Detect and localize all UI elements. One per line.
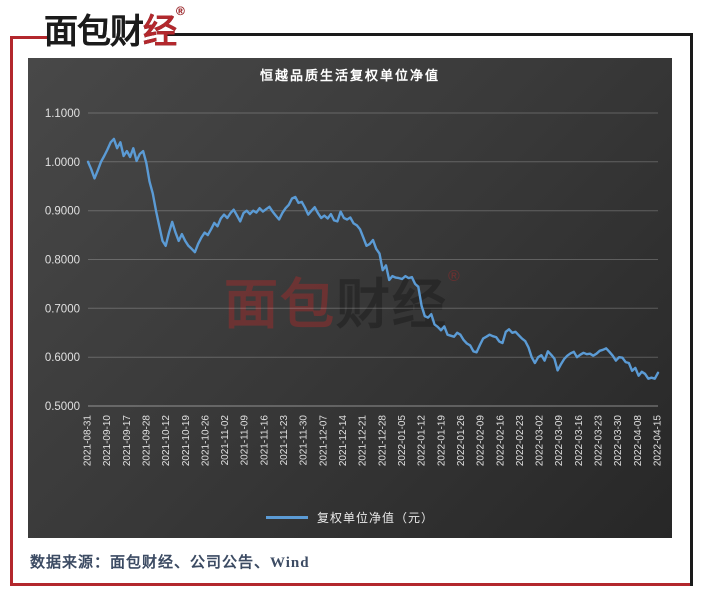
x-axis-label: 2022-01-05 (397, 415, 408, 467)
frame-black-top-border (166, 33, 693, 36)
x-axis-label: 2022-02-23 (515, 415, 526, 467)
frame-red-bottom-border (10, 583, 693, 586)
y-axis-label: 1.0000 (45, 157, 80, 169)
nav-line-plot: 1.1000 1.0000 0.9000 0.8000 0.7000 0.6000 0.50… (45, 108, 664, 467)
x-axis-label: 2022-01-19 (436, 415, 447, 467)
chart-panel: 恒越品质生活复权单位净值 面包财经® 1.1000 1.0000 0.9000 0.8… (28, 58, 672, 538)
watermark-red-text: 面包 (224, 275, 336, 335)
watermark-registered-mark-icon: ® (448, 268, 462, 285)
x-axis-label: 2021-09-28 (142, 415, 153, 467)
logo-black-text: 面包财 (44, 13, 144, 51)
x-axis-label: 2021-09-17 (122, 415, 133, 467)
x-axis-label: 2022-04-15 (653, 415, 664, 467)
x-axis-label: 2021-10-26 (200, 415, 211, 467)
watermark-logo: 面包财经® (224, 260, 462, 339)
x-axis-label: 2021-10-12 (161, 415, 172, 467)
x-axis-label: 2021-10-19 (181, 415, 192, 467)
registered-trademark-icon: ® (176, 4, 185, 18)
x-axis-label: 2022-02-09 (476, 415, 487, 467)
y-axis-label: 0.8000 (45, 255, 80, 267)
x-axis-label: 2022-03-30 (613, 415, 624, 467)
x-axis-label: 2021-12-14 (338, 415, 349, 467)
x-axis-label: 2022-03-09 (554, 415, 565, 467)
x-axis-label: 2021-12-28 (377, 415, 388, 467)
x-axis-label: 2022-03-23 (594, 415, 605, 467)
y-axis-label: 0.6000 (45, 352, 80, 364)
logo-red-text: 经 (143, 13, 177, 51)
y-axis-label: 0.7000 (45, 303, 80, 315)
brand-logo: 面包财经® (44, 4, 185, 53)
watermark-dark-text: 财经 (336, 275, 448, 335)
frame-red-left-border (10, 36, 13, 586)
nav-line-series (86, 137, 660, 380)
y-axis-label: 0.9000 (45, 206, 80, 218)
y-axis-label: 1.1000 (45, 108, 80, 120)
x-axis-label: 2021-09-10 (102, 415, 113, 467)
x-axis-label: 2021-11-02 (220, 415, 231, 466)
x-axis-label: 2021-12-07 (318, 415, 329, 467)
y-axis-label: 0.5000 (45, 401, 80, 413)
x-axis-label: 2021-08-31 (83, 415, 94, 467)
x-axis-label: 2022-04-08 (633, 415, 644, 467)
x-axis-label: 2021-12-21 (358, 415, 369, 467)
x-axis-label: 2021-11-23 (279, 415, 290, 466)
x-axis-label: 2022-01-26 (456, 415, 467, 467)
x-axis-label: 2022-01-12 (417, 415, 428, 467)
legend-label: 复权单位净值（元） (316, 511, 434, 525)
frame-black-right-border (690, 33, 693, 586)
x-axis-label: 2021-11-09 (240, 415, 251, 466)
x-axis-label: 2022-03-02 (535, 415, 546, 467)
x-axis-label: 2022-03-16 (574, 415, 585, 467)
x-axis-label: 2021-11-30 (299, 415, 310, 466)
chart-title: 恒越品质生活复权单位净值 (259, 68, 440, 83)
legend-line-swatch-icon (265, 516, 308, 519)
frame-red-bracket (10, 36, 50, 39)
x-axis-label: 2022-02-16 (495, 415, 506, 467)
chart-legend: 复权单位净值（元） (28, 509, 672, 526)
footer-source-text: 数据来源：面包财经、公司公告、Wind (30, 555, 310, 571)
x-axis-label: 2021-11-16 (259, 415, 270, 466)
